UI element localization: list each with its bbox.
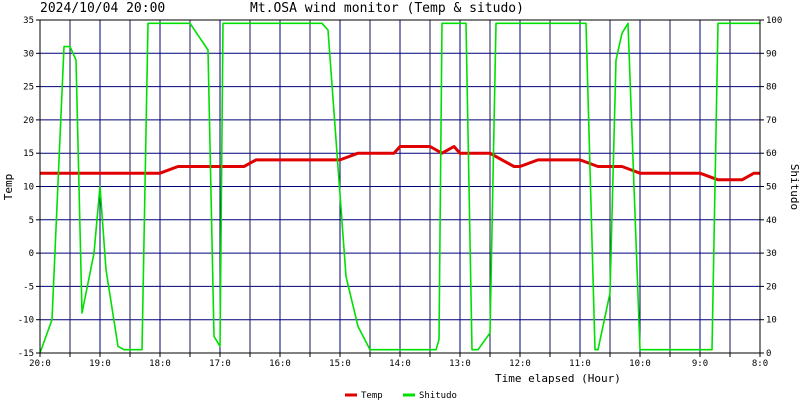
legend: Temp Shitudo [345, 391, 457, 400]
y-tick-label-left: 5 [29, 216, 34, 226]
x-tick-label: 12:0 [509, 359, 531, 369]
x-tick-label: 11:0 [569, 359, 591, 369]
x-tick-label: 16:0 [269, 359, 291, 369]
y-tick-label-right: 60 [766, 149, 777, 159]
y-tick-label-right: 30 [766, 249, 777, 259]
timestamp: 2024/10/04 20:00 [40, 1, 165, 16]
y-tick-label-left: 35 [23, 16, 34, 26]
y-tick-label-right: 90 [766, 49, 777, 59]
y-tick-label-left: 25 [23, 83, 34, 93]
x-tick-label: 9:0 [692, 359, 708, 369]
y-tick-label-right: 0 [766, 349, 771, 359]
y-tick-label-right: 20 [766, 282, 777, 292]
x-tick-label: 17:0 [209, 359, 231, 369]
y-tick-label-right: 10 [766, 316, 777, 326]
series-line-shitudo [39, 22, 760, 354]
y-tick-label-left: -5 [23, 282, 34, 292]
y-tick-label-right: 100 [766, 16, 782, 26]
x-axis-label: Time elapsed (Hour) [495, 372, 621, 385]
legend-label-temp: Temp [361, 391, 383, 400]
y-axis-label-right: Shitudo [788, 164, 800, 210]
y-tick-label-left: 30 [23, 49, 34, 59]
axis-ticks: 35302520151050-5-10-15100908070605040302… [18, 16, 783, 369]
x-tick-label: 20:0 [29, 359, 51, 369]
y-tick-label-left: 20 [23, 116, 34, 126]
y-tick-label-right: 40 [766, 216, 777, 226]
x-tick-label: 10:0 [629, 359, 651, 369]
y-tick-label-left: -15 [18, 349, 34, 359]
x-tick-label: 13:0 [449, 359, 471, 369]
y-tick-label-right: 50 [766, 183, 777, 193]
y-tick-label-left: 0 [29, 249, 34, 259]
y-tick-label-right: 80 [766, 83, 777, 93]
y-tick-label-left: 10 [23, 183, 34, 193]
x-tick-label: 8:0 [752, 359, 768, 369]
x-tick-label: 15:0 [329, 359, 351, 369]
x-tick-label: 19:0 [89, 359, 111, 369]
y-axis-label-left: Temp [2, 174, 15, 201]
y-tick-label-right: 70 [766, 116, 777, 126]
y-tick-label-left: -10 [18, 316, 34, 326]
series-line-temp [40, 145, 760, 182]
grid [39, 19, 761, 354]
legend-label-shitudo: Shitudo [419, 391, 457, 400]
x-tick-label: 14:0 [389, 359, 411, 369]
series-lines [39, 22, 760, 354]
x-tick-label: 18:0 [149, 359, 171, 369]
y-tick-label-left: 15 [23, 149, 34, 159]
chart-title: Mt.OSA wind monitor (Temp & situdo) [250, 1, 524, 16]
